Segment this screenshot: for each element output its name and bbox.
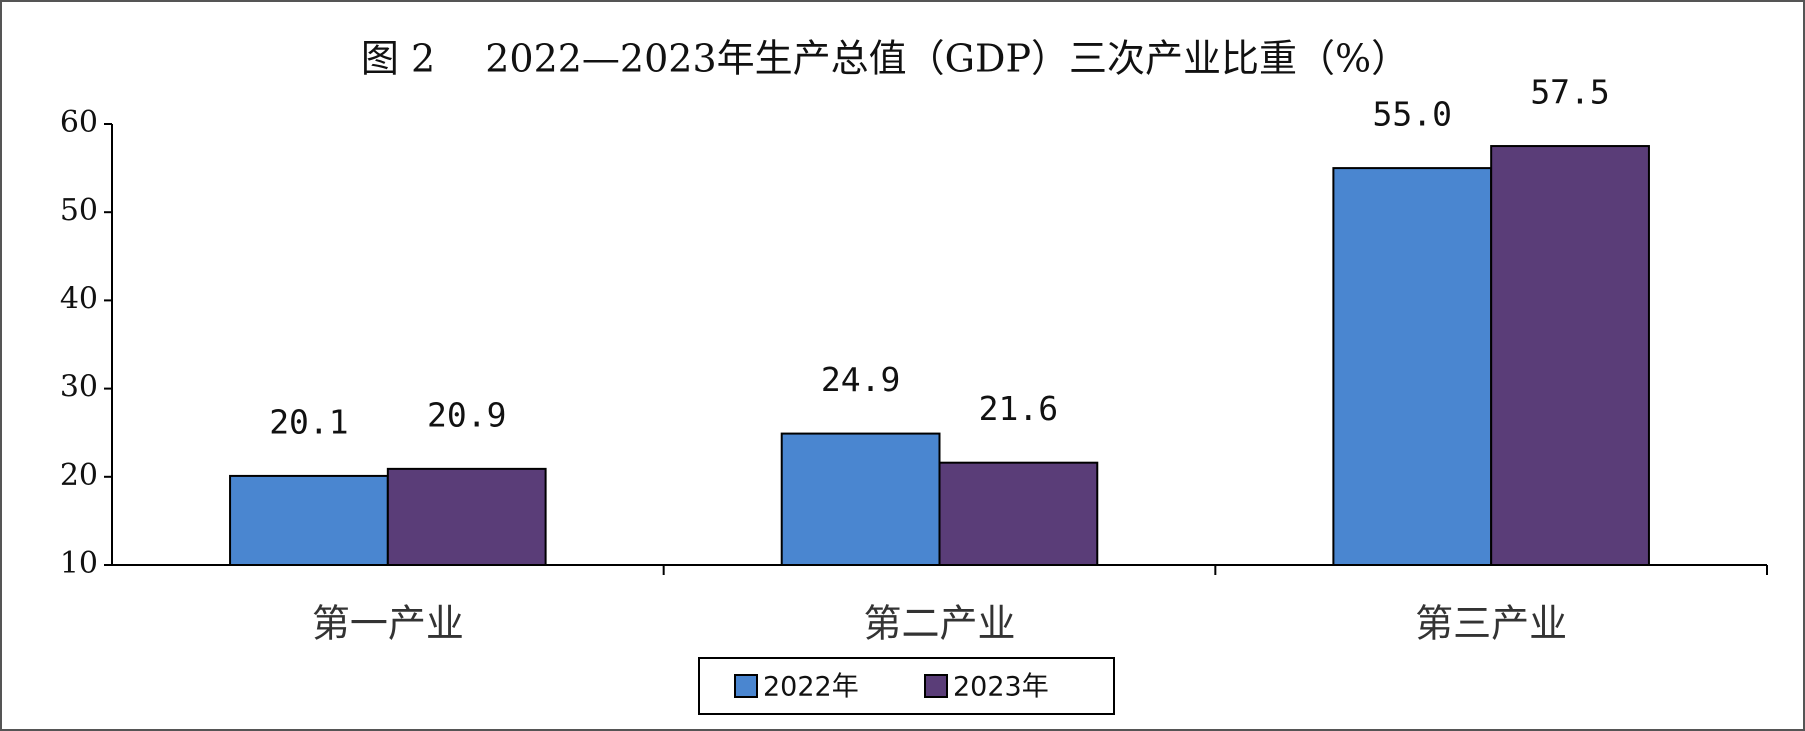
x-tick-label: 第二产业	[863, 602, 1015, 646]
x-tick-label: 第一产业	[312, 602, 464, 646]
value-label: 24.9	[821, 360, 900, 399]
bar	[229, 474, 389, 566]
legend-box	[698, 657, 1115, 715]
y-tick-label: 50	[60, 193, 98, 228]
bar	[386, 467, 547, 566]
y-tick-label: 30	[60, 370, 98, 405]
legend-label: 2023年	[953, 672, 1049, 703]
legend-swatch	[924, 674, 948, 698]
chart-title: 图 2 2022—2023年生产总值（GDP）三次产业比重（%）	[361, 37, 1409, 81]
legend-label: 2022年	[763, 672, 859, 703]
value-label: 20.1	[269, 402, 348, 441]
legend-swatch	[734, 674, 758, 698]
bar	[1490, 145, 1650, 567]
y-tick-label: 40	[60, 281, 98, 316]
value-label: 21.6	[979, 389, 1058, 428]
bar	[780, 432, 941, 566]
y-tick-label: 10	[60, 546, 98, 581]
value-label: 20.9	[427, 395, 506, 434]
y-tick-label: 20	[60, 458, 98, 493]
value-label: 55.0	[1373, 95, 1452, 134]
x-tick-label: 第三产业	[1415, 602, 1567, 646]
bar	[1332, 167, 1493, 566]
value-label: 57.5	[1530, 73, 1609, 112]
bar	[938, 461, 1099, 566]
y-tick-label: 60	[60, 105, 98, 140]
legend: 2022年 2023年	[698, 657, 1115, 715]
